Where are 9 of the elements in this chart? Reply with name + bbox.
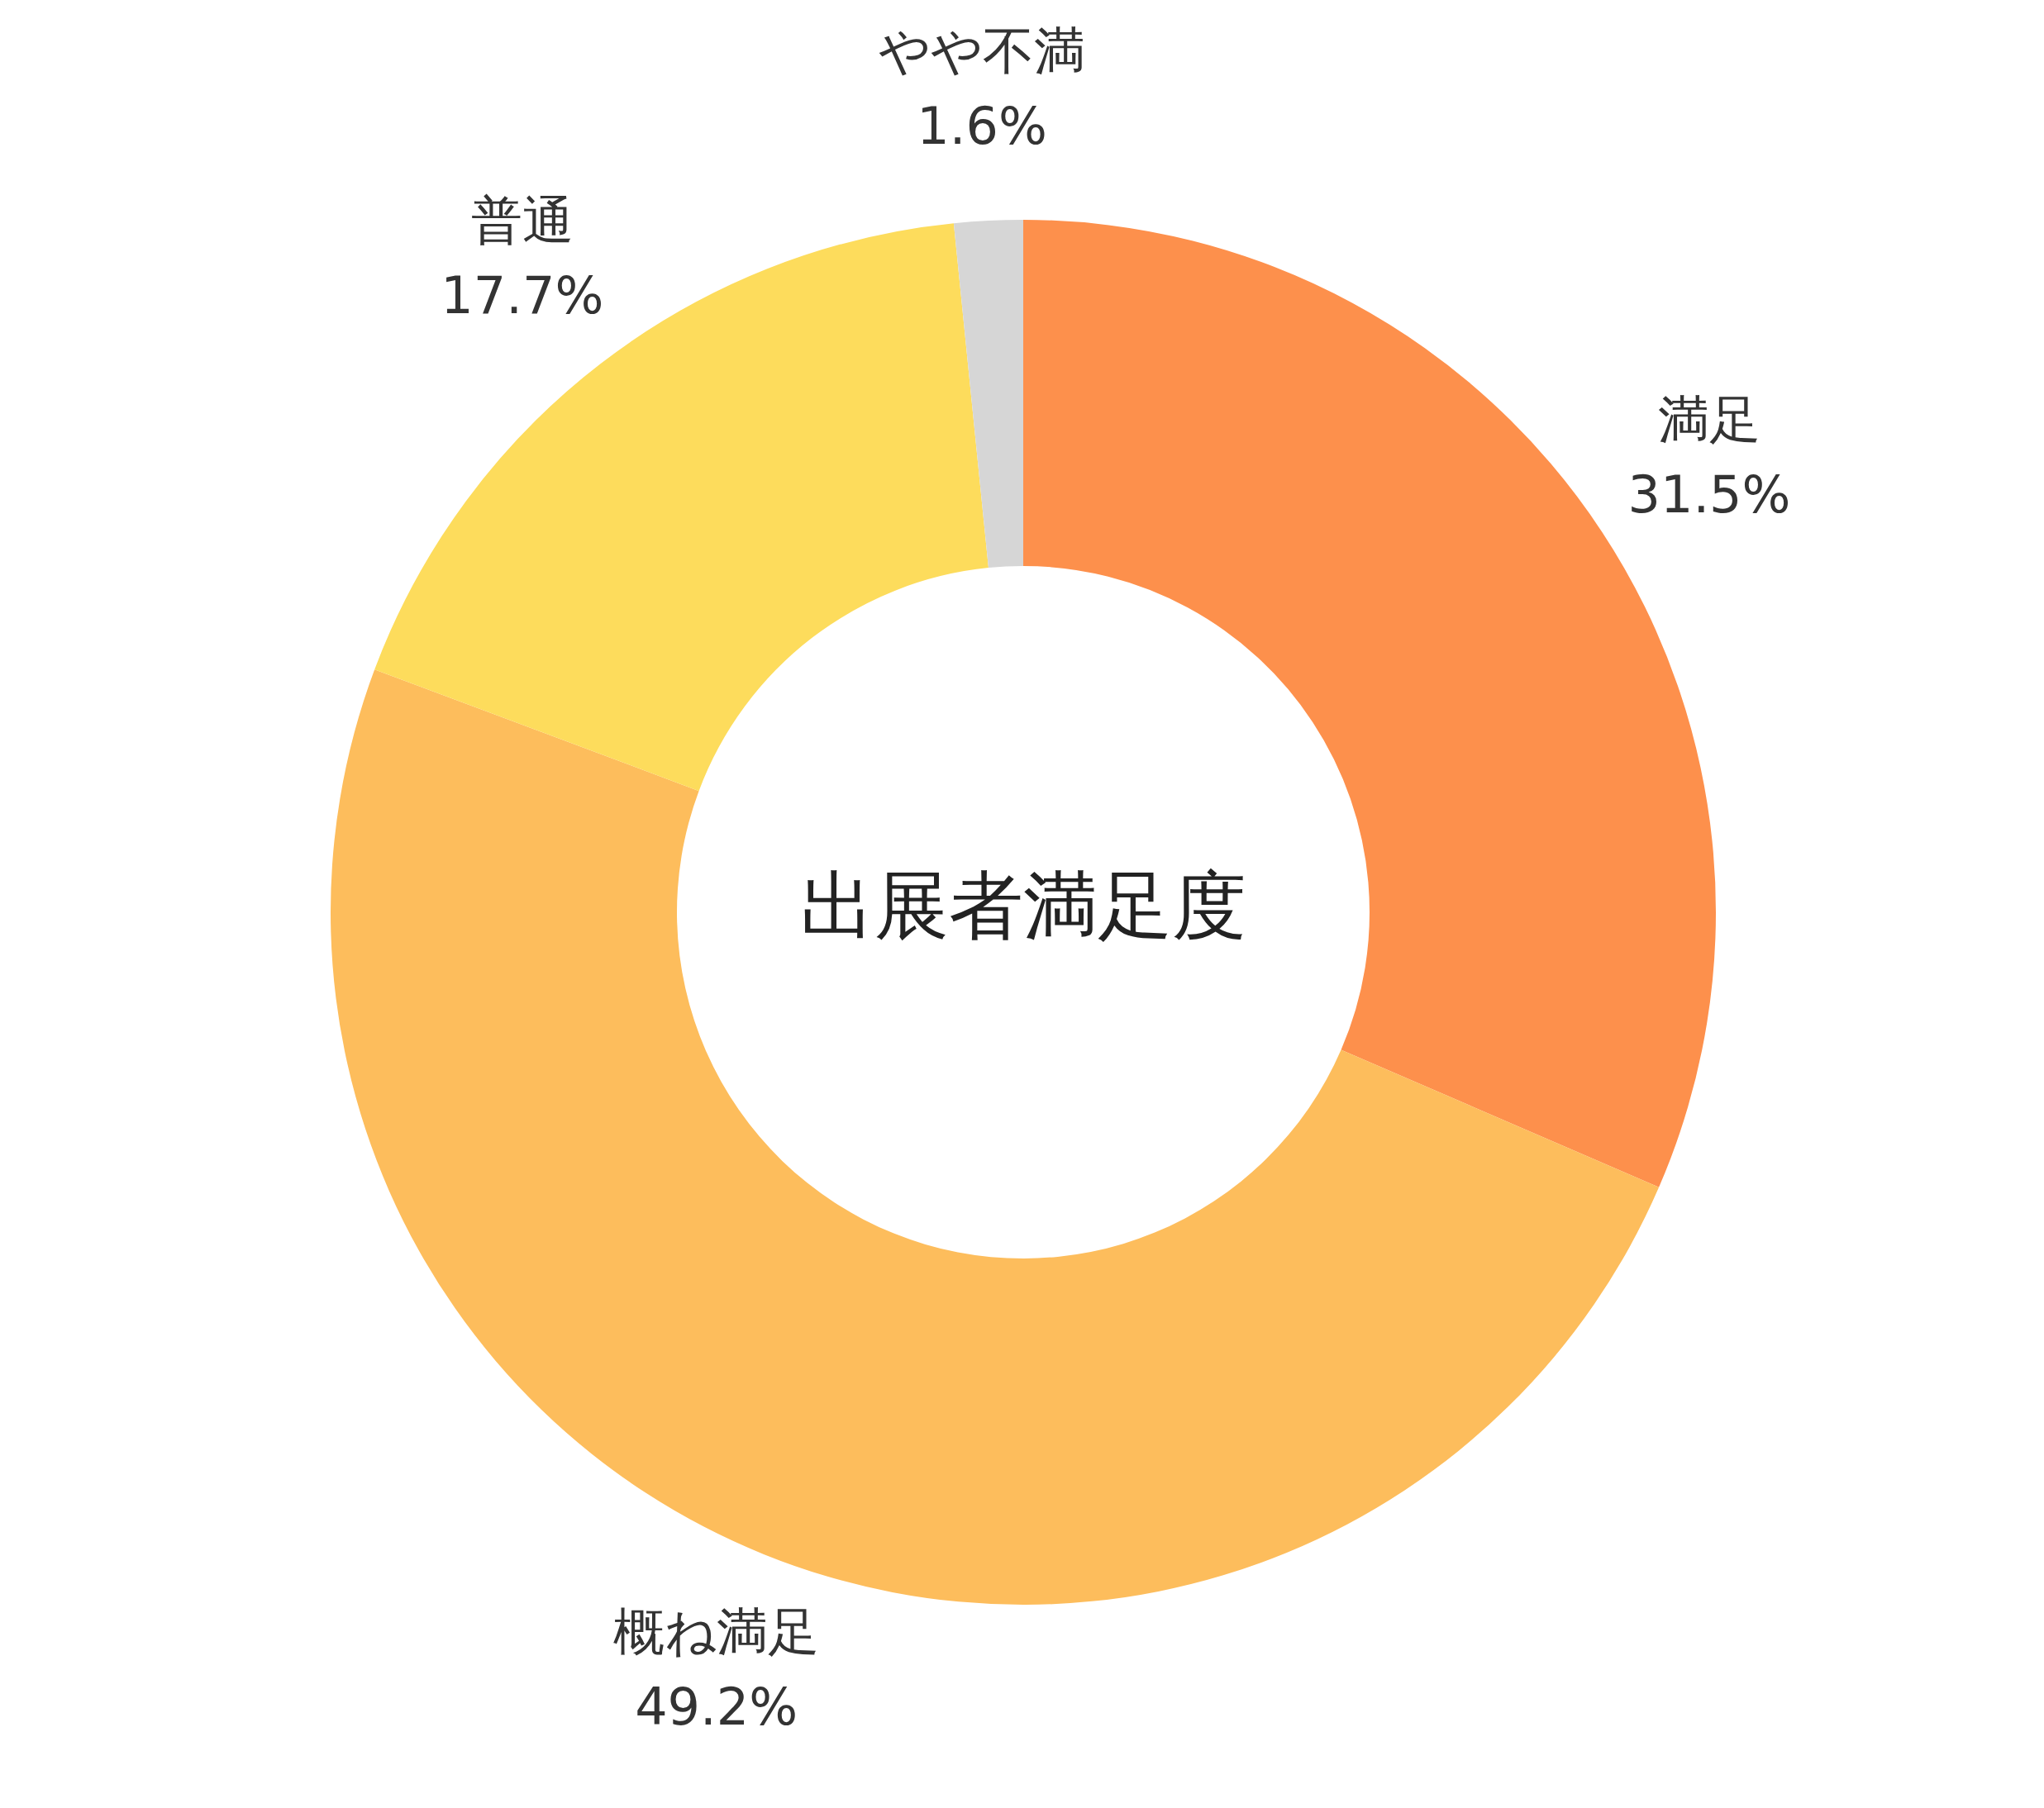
data-label: 49.2%: [635, 1676, 798, 1737]
slice-label: 概ね満足: [613, 1601, 820, 1662]
slice-label: 満足: [1657, 389, 1761, 450]
data-label: 1.6%: [917, 95, 1047, 156]
data-label: 17.7%: [441, 265, 604, 326]
slice-label: 普通: [470, 190, 574, 251]
text: 出展者満足度: [800, 862, 1246, 949]
slice-label: やや不満: [879, 20, 1086, 81]
data-label: 31.5%: [1627, 464, 1791, 526]
